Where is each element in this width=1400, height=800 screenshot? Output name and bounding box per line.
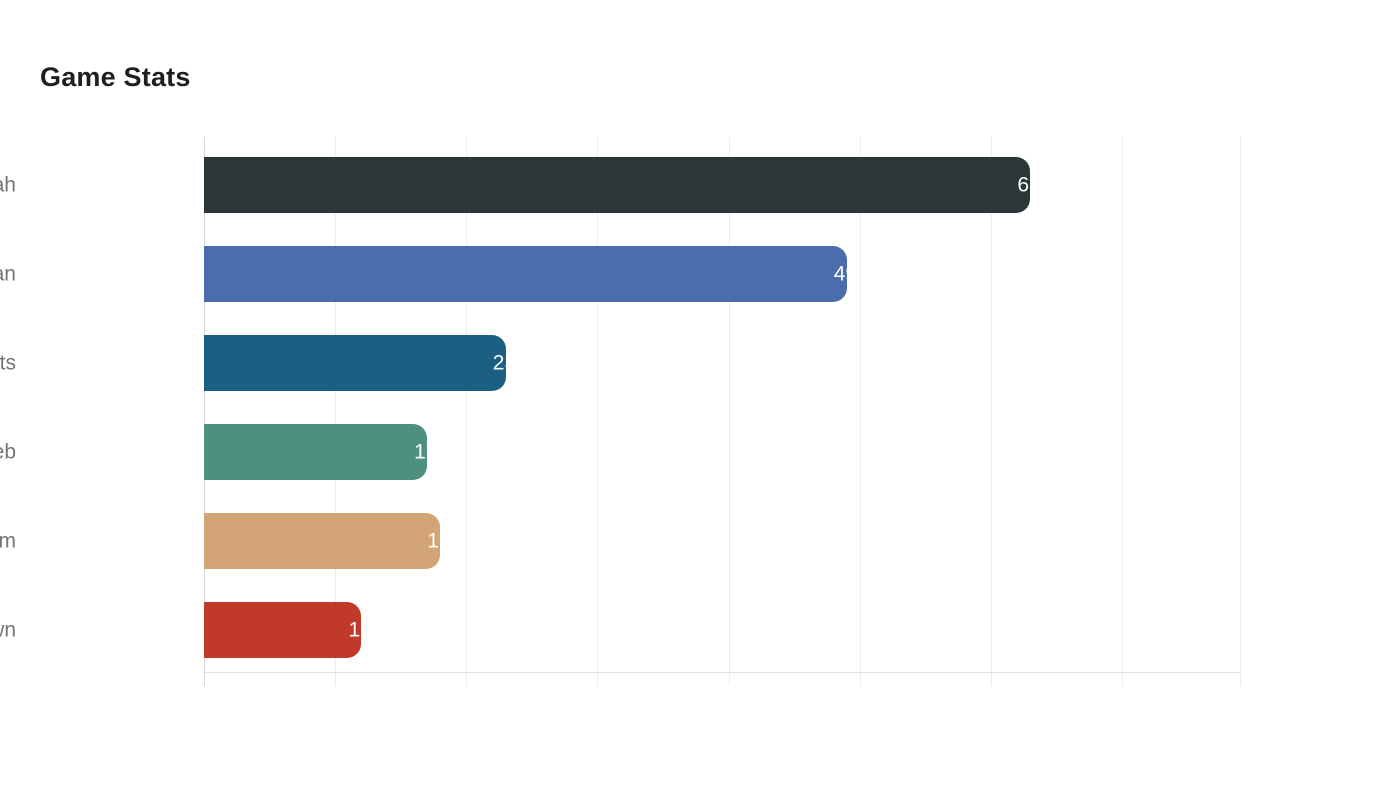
bar-value-johnsonreb: 17 xyxy=(414,440,438,464)
category-label-bingham: Bingham xyxy=(0,529,16,553)
category-label-quitman: Quitman xyxy=(0,262,16,286)
bar-johnsonreb: 17 xyxy=(204,424,437,481)
gridline-x-10 xyxy=(335,137,337,686)
gridline-x-40 xyxy=(728,137,730,686)
gridline-x-79 xyxy=(1240,137,1241,686)
chart-title: Game Stats xyxy=(40,62,191,92)
category-label-johnsonreb: JohnsonReb xyxy=(0,440,16,464)
gridline-x-0 xyxy=(204,137,205,686)
category-label-brown: Brown xyxy=(0,618,16,642)
gridline-x-20 xyxy=(466,137,468,686)
x-axis-baseline xyxy=(204,672,1240,673)
gridline-x-50 xyxy=(859,137,861,686)
gridline-x-70 xyxy=(1121,137,1123,686)
gridline-x-60 xyxy=(990,137,992,686)
bar-pisgah: 63 xyxy=(204,156,1041,213)
bar-value-pisgah: 63 xyxy=(1017,173,1041,197)
category-label-pisgah: Pisgah xyxy=(0,173,16,197)
category-label-johnsonpts: JohnsonPts xyxy=(0,351,16,375)
gridline-x-30 xyxy=(597,137,599,686)
bar-value-bingham: 18 xyxy=(427,529,451,553)
bar-johnsonpts: 23 xyxy=(204,334,516,391)
bar-value-brown: 12 xyxy=(348,618,372,642)
bar-brown: 12 xyxy=(204,602,372,659)
plot-area: 01020304050607079Pisgah63Quitman49Johnso… xyxy=(0,137,1241,686)
bar-quitman: 49 xyxy=(204,245,857,302)
bar-value-johnsonpts: 23 xyxy=(492,351,517,375)
bar-value-quitman: 49 xyxy=(833,262,858,286)
bar-bingham: 18 xyxy=(204,513,451,570)
